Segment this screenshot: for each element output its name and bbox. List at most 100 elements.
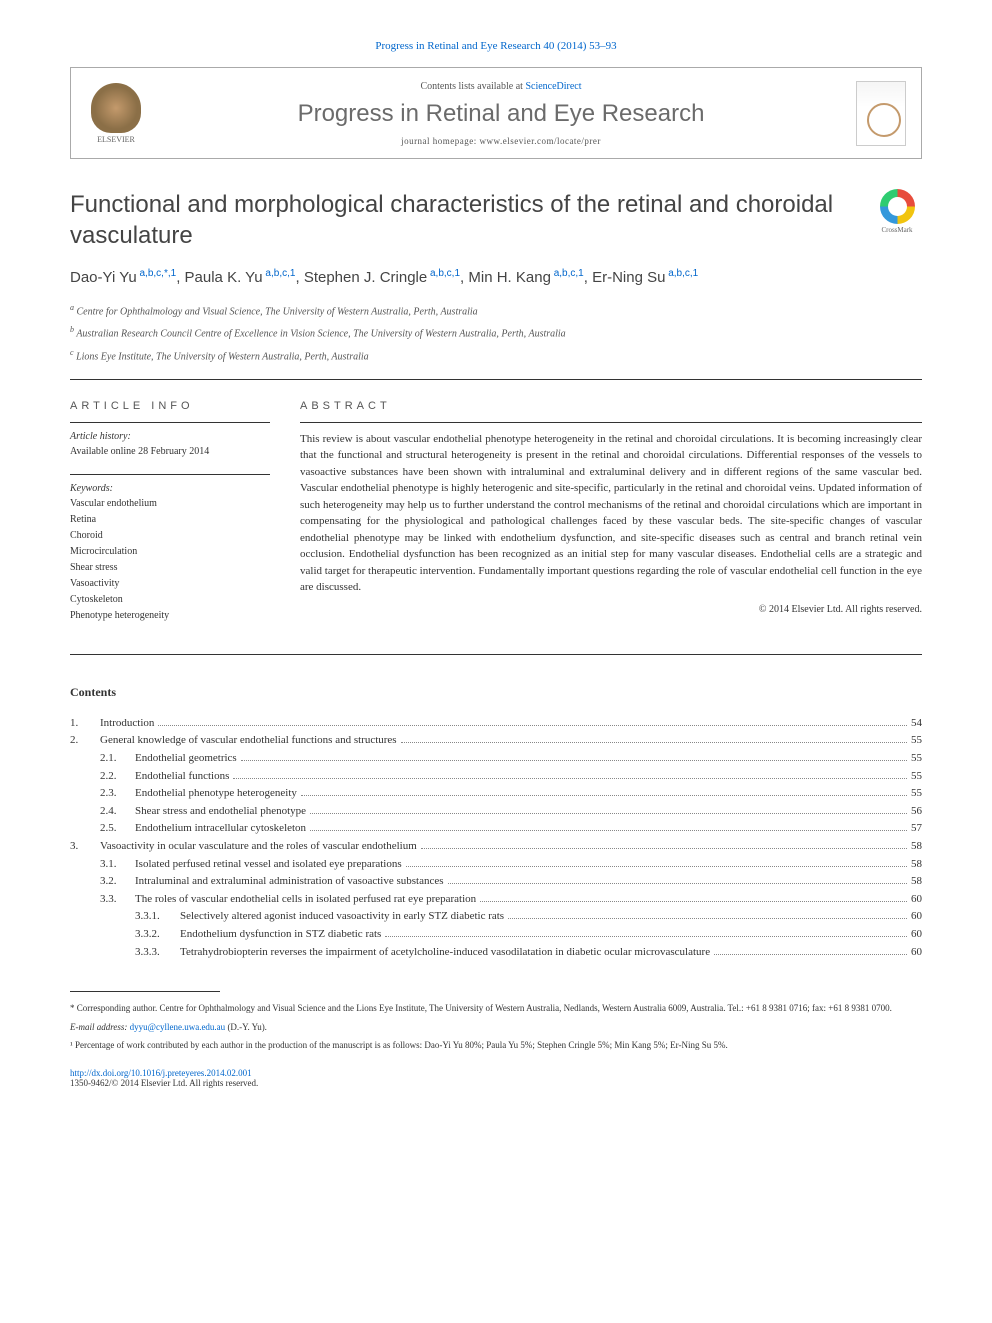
toc-entry[interactable]: 3.3.3. Tetrahydrobiopterin reverses the …: [70, 944, 922, 962]
toc-number: 2.3.: [100, 785, 135, 803]
affiliation: a Centre for Ophthalmology and Visual Sc…: [70, 302, 922, 319]
history-text: Available online 28 February 2014: [70, 444, 270, 459]
toc-leader-dots: [421, 848, 907, 849]
article-info-column: ARTICLE INFO Article history: Available …: [70, 400, 270, 639]
abstract-column: ABSTRACT This review is about vascular e…: [300, 400, 922, 639]
toc-entry[interactable]: 3.2. Intraluminal and extraluminal admin…: [70, 873, 922, 891]
toc-page: 60: [911, 944, 922, 962]
history-label: Article history:: [70, 431, 270, 442]
toc-title: Vasoactivity in ocular vasculature and t…: [100, 838, 417, 856]
toc-page: 54: [911, 715, 922, 733]
issn-copyright: 1350-9462/© 2014 Elsevier Ltd. All right…: [70, 1078, 922, 1088]
keywords-label: Keywords:: [70, 483, 270, 494]
journal-reference: Progress in Retinal and Eye Research 40 …: [70, 40, 922, 52]
affiliation: b Australian Research Council Centre of …: [70, 324, 922, 341]
toc-number: 3.3.: [100, 891, 135, 909]
author-affil-marks: a,b,c,1: [263, 268, 296, 279]
toc-title: Shear stress and endothelial phenotype: [135, 803, 306, 821]
contribution-footnote: ¹ Percentage of work contributed by each…: [70, 1039, 922, 1053]
author-affil-marks: a,b,c,1: [427, 268, 460, 279]
toc-title: Endothelial functions: [135, 768, 229, 786]
toc-number: 3.2.: [100, 873, 135, 891]
abstract-copyright: © 2014 Elsevier Ltd. All rights reserved…: [300, 604, 922, 615]
affiliation: c Lions Eye Institute, The University of…: [70, 347, 922, 364]
toc-entry[interactable]: 1. Introduction 54: [70, 715, 922, 733]
toc-leader-dots: [301, 795, 907, 796]
toc-entry[interactable]: 3.1. Isolated perfused retinal vessel an…: [70, 856, 922, 874]
section-divider: [70, 379, 922, 380]
toc-number: 3.3.1.: [135, 908, 180, 926]
toc-page: 55: [911, 750, 922, 768]
crossmark-badge[interactable]: CrossMark: [872, 189, 922, 234]
keyword: Phenotype heterogeneity: [70, 608, 270, 624]
toc-page: 55: [911, 732, 922, 750]
toc-leader-dots: [448, 883, 907, 884]
toc-number: 2.1.: [100, 750, 135, 768]
toc-number: 3.1.: [100, 856, 135, 874]
toc-entry[interactable]: 2.3. Endothelial phenotype heterogeneity…: [70, 785, 922, 803]
contents-available: Contents lists available at ScienceDirec…: [146, 81, 856, 92]
homepage-url[interactable]: www.elsevier.com/locate/prer: [480, 136, 601, 146]
toc-entry[interactable]: 2.1. Endothelial geometrics 55: [70, 750, 922, 768]
toc-page: 58: [911, 856, 922, 874]
toc-page: 58: [911, 838, 922, 856]
toc-entry[interactable]: 2.4. Shear stress and endothelial phenot…: [70, 803, 922, 821]
toc-title: Tetrahydrobiopterin reverses the impairm…: [180, 944, 710, 962]
keyword: Microcirculation: [70, 544, 270, 560]
toc-number: 2.: [70, 732, 100, 750]
email-footnote: E-mail address: dyyu@cyllene.uwa.edu.au …: [70, 1021, 922, 1035]
toc-leader-dots: [401, 742, 907, 743]
keyword: Shear stress: [70, 560, 270, 576]
toc-entry[interactable]: 2. General knowledge of vascular endothe…: [70, 732, 922, 750]
section-divider: [70, 654, 922, 655]
toc-leader-dots: [385, 936, 907, 937]
keywords-list: Vascular endotheliumRetinaChoroidMicroci…: [70, 496, 270, 624]
toc-entry[interactable]: 3.3.2. Endothelium dysfunction in STZ di…: [70, 926, 922, 944]
toc-entry[interactable]: 2.2. Endothelial functions 55: [70, 768, 922, 786]
toc-number: 2.4.: [100, 803, 135, 821]
toc-entry[interactable]: 2.5. Endothelium intracellular cytoskele…: [70, 820, 922, 838]
toc-number: 3.3.3.: [135, 944, 180, 962]
author-name: Min H. Kang: [468, 269, 551, 286]
toc-title: Selectively altered agonist induced vaso…: [180, 908, 504, 926]
author-name: Er-Ning Su: [592, 269, 665, 286]
elsevier-label: ELSEVIER: [97, 135, 135, 144]
toc-title: Intraluminal and extraluminal administra…: [135, 873, 444, 891]
table-of-contents: 1. Introduction 54 2. General knowledge …: [70, 715, 922, 961]
toc-title: Introduction: [100, 715, 154, 733]
toc-title: Endothelial phenotype heterogeneity: [135, 785, 297, 803]
article-title: Functional and morphological characteris…: [70, 189, 852, 251]
keyword: Cytoskeleton: [70, 592, 270, 608]
journal-header: ELSEVIER Contents lists available at Sci…: [70, 67, 922, 159]
toc-leader-dots: [508, 918, 907, 919]
toc-number: 1.: [70, 715, 100, 733]
toc-page: 58: [911, 873, 922, 891]
doi-link[interactable]: http://dx.doi.org/10.1016/j.preteyeres.2…: [70, 1068, 922, 1078]
journal-cover-thumbnail: [856, 81, 906, 146]
sciencedirect-link[interactable]: ScienceDirect: [525, 81, 581, 92]
toc-number: 3.: [70, 838, 100, 856]
toc-page: 60: [911, 926, 922, 944]
contents-heading: Contents: [70, 685, 922, 700]
keyword: Retina: [70, 512, 270, 528]
author-name: Dao-Yi Yu: [70, 269, 137, 286]
keyword: Vascular endothelium: [70, 496, 270, 512]
toc-page: 55: [911, 785, 922, 803]
corresponding-author-footnote: * Corresponding author. Centre for Ophth…: [70, 1002, 922, 1016]
crossmark-label: CrossMark: [881, 226, 912, 234]
toc-title: General knowledge of vascular endothelia…: [100, 732, 397, 750]
toc-leader-dots: [310, 813, 907, 814]
toc-leader-dots: [158, 725, 907, 726]
email-link[interactable]: dyyu@cyllene.uwa.edu.au: [130, 1022, 226, 1032]
toc-entry[interactable]: 3. Vasoactivity in ocular vasculature an…: [70, 838, 922, 856]
toc-page: 60: [911, 891, 922, 909]
toc-leader-dots: [233, 778, 907, 779]
toc-entry[interactable]: 3.3.1. Selectively altered agonist induc…: [70, 908, 922, 926]
toc-entry[interactable]: 3.3. The roles of vascular endothelial c…: [70, 891, 922, 909]
toc-leader-dots: [241, 760, 907, 761]
toc-page: 55: [911, 768, 922, 786]
toc-number: 2.2.: [100, 768, 135, 786]
elsevier-logo: ELSEVIER: [86, 78, 146, 148]
toc-page: 60: [911, 908, 922, 926]
toc-leader-dots: [406, 866, 907, 867]
